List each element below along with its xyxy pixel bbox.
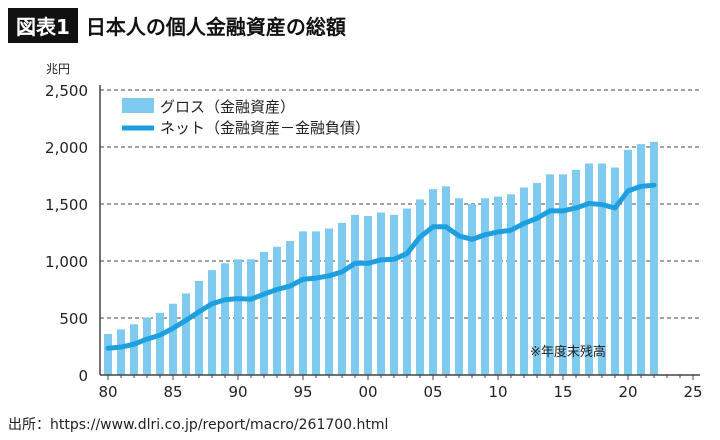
- bar-1995: [299, 231, 307, 375]
- bar-2002: [390, 214, 398, 375]
- bar-2020: [624, 149, 632, 375]
- title-row: 図表1 日本人の個人金融資産の総額: [8, 8, 346, 43]
- bar-1983: [143, 317, 151, 375]
- bar-1993: [273, 246, 281, 375]
- bar-2009: [481, 198, 489, 375]
- bar-1994: [286, 241, 294, 375]
- bar-2018: [598, 163, 606, 375]
- net-line: [105, 182, 657, 351]
- bar-2021: [637, 144, 645, 375]
- x-tick-label: 00: [358, 383, 377, 401]
- bar-1986: [182, 293, 190, 375]
- x-tick-label: 80: [98, 383, 117, 401]
- bar-2019: [611, 167, 619, 375]
- bar-1991: [247, 259, 255, 375]
- bar-1989: [221, 263, 229, 375]
- bar-2010: [494, 196, 502, 375]
- y-tick-label: 2,000: [45, 139, 88, 157]
- x-tick-label: 90: [228, 383, 247, 401]
- bar-2008: [468, 204, 476, 375]
- y-tick-label: 0: [78, 367, 88, 385]
- bar-2022: [650, 141, 658, 375]
- bar-1988: [208, 270, 216, 375]
- legend-label-gross: グロス（金融資産）: [160, 98, 295, 116]
- bar-1987: [195, 280, 203, 375]
- x-tick-label: 05: [423, 383, 442, 401]
- bar-2006: [442, 186, 450, 375]
- y-tick-label: 500: [59, 310, 88, 328]
- bar-2003: [403, 208, 411, 375]
- bar-1998: [338, 222, 346, 375]
- bar-2014: [546, 174, 554, 375]
- y-tick-label: 1,500: [45, 196, 88, 214]
- y-tick-label: 2,500: [45, 82, 88, 100]
- bar-1980: [104, 333, 112, 375]
- bar-2017: [585, 163, 593, 375]
- bar-2012: [520, 187, 528, 375]
- bar-1992: [260, 251, 268, 375]
- bar-2004: [416, 199, 424, 375]
- bar-2007: [455, 198, 463, 375]
- bar-2001: [377, 212, 385, 375]
- legend-label-net: ネット（金融資産－金融負債）: [160, 119, 370, 137]
- x-tick-label: 10: [488, 383, 507, 401]
- bar-2013: [533, 182, 541, 375]
- bar-2000: [364, 215, 372, 375]
- bar-1982: [130, 324, 138, 375]
- bar-2016: [572, 169, 580, 375]
- bar-2015: [559, 174, 567, 375]
- bar-1997: [325, 228, 333, 375]
- bar-2011: [507, 194, 515, 375]
- legend-swatch-gross: [122, 98, 154, 113]
- bar-1996: [312, 231, 320, 375]
- chart-title: 日本人の個人金融資産の総額: [85, 15, 346, 39]
- bar-2005: [429, 189, 437, 375]
- bar-1985: [169, 303, 177, 375]
- x-tick-label: 25: [683, 383, 702, 401]
- bar-1981: [117, 329, 125, 375]
- y-tick-label: 1,000: [45, 253, 88, 271]
- bar-1984: [156, 312, 164, 375]
- bar-1990: [234, 259, 242, 375]
- figure-badge: 図表1: [8, 8, 78, 43]
- source-text: 出所：https://www.dlri.co.jp/report/macro/2…: [8, 417, 389, 433]
- x-tick-label: 85: [163, 383, 182, 401]
- y-unit-label: 兆円: [46, 62, 71, 76]
- bar-1999: [351, 214, 359, 375]
- x-tick-label: 20: [618, 383, 637, 401]
- x-tick-label: 95: [293, 383, 312, 401]
- x-tick-label: 15: [553, 383, 572, 401]
- chart-note: ※年度末残高: [530, 344, 606, 360]
